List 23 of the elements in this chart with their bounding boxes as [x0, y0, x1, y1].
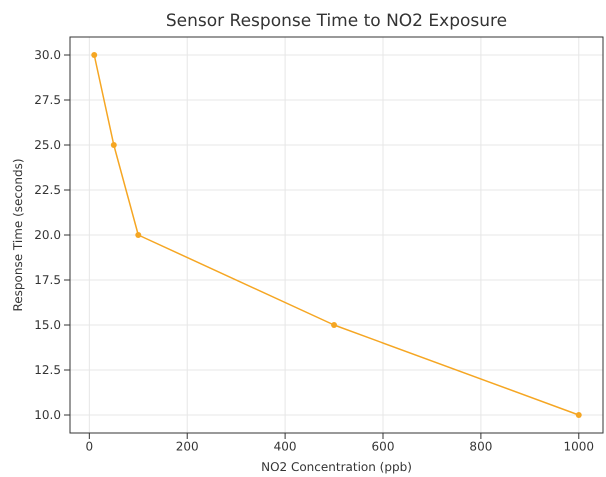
y-tick-label: 27.5 [34, 92, 61, 107]
x-tick-label: 1000 [564, 440, 594, 454]
x-tick-label: 400 [274, 440, 297, 454]
chart-title: Sensor Response Time to NO2 Exposure [166, 11, 508, 31]
point [91, 52, 98, 58]
x-tick-label: 800 [469, 440, 492, 454]
y-axis-title: Response Time (seconds) [11, 158, 25, 312]
point [576, 412, 582, 418]
point [135, 232, 142, 238]
y-tick-label: 17.5 [34, 272, 61, 287]
point [331, 322, 338, 328]
y-tick-label: 20.0 [34, 228, 61, 242]
y-tick-label: 10.0 [34, 408, 61, 422]
x-tick-label: 200 [176, 440, 199, 454]
point [110, 142, 117, 148]
y-tick-label: 25.0 [34, 138, 61, 152]
x-axis-title: NO2 Concentration (ppb) [261, 460, 412, 474]
y-tick-label: 15.0 [34, 318, 61, 332]
x-tick-label: 0 [86, 440, 94, 454]
y-tick-label: 12.5 [34, 362, 61, 377]
x-tick-label: 600 [372, 440, 394, 454]
y-tick-label: 22.5 [34, 182, 61, 197]
y-tick-label: 30.0 [34, 48, 61, 62]
